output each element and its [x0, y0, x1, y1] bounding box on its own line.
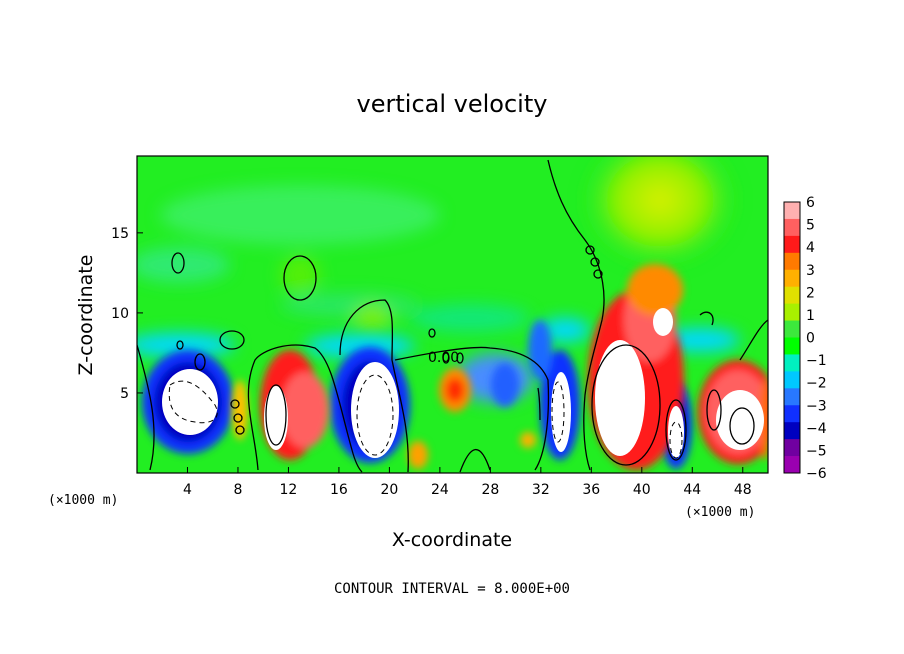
- y-tick-label: 10: [111, 306, 129, 322]
- y-tick-label: 5: [120, 386, 129, 402]
- colorbar-tick-label: −2: [806, 376, 827, 392]
- colorbar-tick-label: 3: [806, 263, 815, 279]
- colorbar-tick-label: −5: [806, 443, 827, 459]
- x-tick-label: 4: [183, 482, 192, 498]
- contour-interval-note: CONTOUR INTERVAL = 8.000E+00: [334, 581, 570, 597]
- colorbar-tick-label: −6: [806, 466, 827, 482]
- colorbar-swatch: [784, 269, 800, 288]
- y-axis-label: Z-coordinate: [75, 255, 97, 376]
- x-tick-label: 40: [633, 482, 651, 498]
- heatmap-field: 0.00: [137, 156, 768, 473]
- x-tick-label: 8: [233, 482, 242, 498]
- chart-title: vertical velocity: [357, 90, 548, 118]
- colorbar-swatch: [784, 252, 800, 271]
- x-tick-label: 44: [683, 482, 701, 498]
- colorbar-tick-label: −3: [806, 398, 827, 414]
- x-tick-label: 48: [734, 482, 752, 498]
- y-tick-label: 15: [111, 226, 129, 242]
- x-tick-label: 16: [330, 482, 348, 498]
- colorbar-swatch: [784, 286, 800, 305]
- contours-solid: [137, 159, 768, 473]
- colorbar-swatch: [784, 303, 800, 321]
- upper-structures: [137, 156, 740, 334]
- colorbar-swatch: [784, 320, 800, 338]
- colorbar-tick-label: 5: [806, 218, 815, 234]
- colorbar-swatch: [784, 202, 800, 220]
- x-axis: 4 8 12 16 20 24 28 32 36 40 44 48: [183, 467, 752, 498]
- colorbar-swatch: [784, 354, 800, 372]
- colorbar-swatch: [784, 218, 800, 237]
- x-axis-label: X-coordinate: [392, 529, 512, 551]
- colorbar-tick-label: 1: [806, 308, 815, 324]
- colorbar-swatch: [784, 405, 800, 423]
- colorbar-tick-label: 6: [806, 195, 815, 211]
- y-axis: 5 10 15: [111, 226, 143, 402]
- x-tick-label: 24: [431, 482, 449, 498]
- x-tick-label: 28: [481, 482, 499, 498]
- colorbar-tick-label: 4: [806, 240, 815, 256]
- colorbar-frame: [783, 201, 801, 474]
- colorbar-tick-label: −1: [806, 353, 827, 369]
- contours-dashed: [168, 374, 683, 459]
- colorbar-tick-label: 2: [806, 285, 815, 301]
- colorbar-swatch: [784, 235, 800, 254]
- x-tick-label: 36: [582, 482, 600, 498]
- x-tick-label: 12: [280, 482, 298, 498]
- colorbar-swatch: [784, 439, 800, 457]
- plot-frame: [136, 155, 769, 474]
- colorbar-swatch: [784, 388, 800, 406]
- x-unit-right: (×1000 m): [685, 505, 755, 520]
- colorbar-swatch: [784, 337, 800, 355]
- x-tick-label: 20: [380, 482, 398, 498]
- colorbar-swatch: [784, 371, 800, 389]
- x-unit-left: (×1000 m): [48, 493, 118, 508]
- colorbar: 6 5 4 3 2 1 0 −1 −2 −3 −4 −5 −6: [783, 195, 827, 482]
- colorbar-swatch: [784, 456, 800, 474]
- colorbar-tick-label: −4: [806, 421, 827, 437]
- colorbar-swatch: [784, 422, 800, 440]
- contour-label: 0.00: [428, 350, 459, 366]
- x-tick-label: 32: [532, 482, 550, 498]
- colorbar-tick-label: 0: [806, 331, 815, 347]
